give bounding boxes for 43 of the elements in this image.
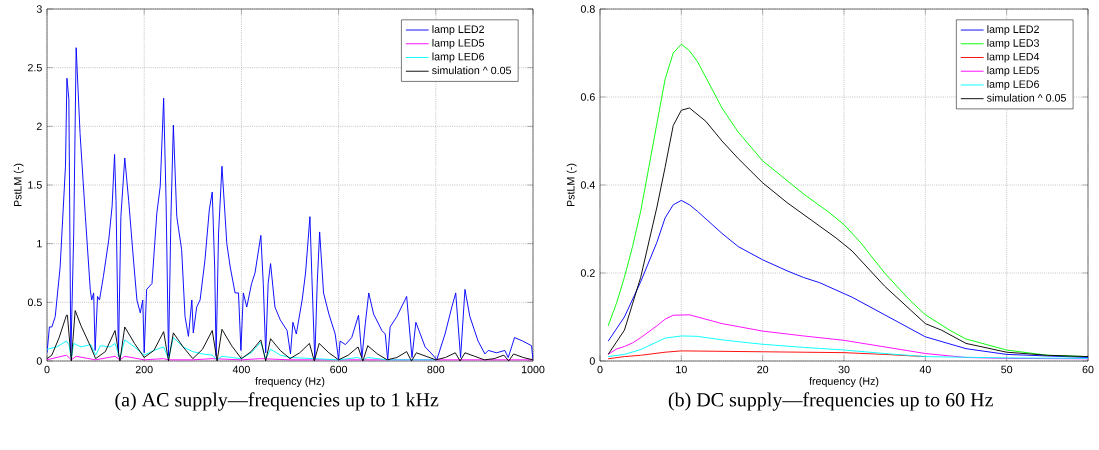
legend-label: lamp LED6 bbox=[432, 52, 485, 63]
legend-label: lamp LED5 bbox=[432, 38, 485, 49]
y-tick-label: 2 bbox=[36, 122, 42, 131]
x-tick-label: 30 bbox=[838, 365, 850, 374]
legend-label: simulation ^ 0.05 bbox=[987, 93, 1066, 102]
x-tick-label: 10 bbox=[676, 365, 687, 374]
line-series bbox=[607, 199, 1088, 358]
legend-label: lamp LED2 bbox=[432, 25, 484, 36]
text: (b) DC supply—frequencies up to 60 Hz bbox=[668, 392, 993, 411]
text: (a) AC supply—frequencies up to 1 kHz bbox=[115, 392, 439, 411]
y-tick-label: 1 bbox=[37, 240, 42, 248]
line-series bbox=[607, 335, 1088, 359]
y-tick-label: 0.2 bbox=[580, 269, 595, 277]
x-tick-label: 600 bbox=[330, 365, 348, 374]
x-tick-label: 60 bbox=[1082, 365, 1094, 374]
x-tick-label: 0 bbox=[44, 365, 50, 374]
y-tick-label: 0.5 bbox=[27, 298, 42, 307]
legend-label: lamp LED6 bbox=[987, 80, 1039, 91]
x-axis-title: frequency (Hz) bbox=[809, 377, 879, 388]
x-tick-label: 20 bbox=[757, 365, 769, 374]
legend-label: simulation ^ 0.05 bbox=[432, 66, 512, 75]
legend-label: lamp LED3 bbox=[987, 38, 1039, 49]
legend-label: lamp LED5 bbox=[987, 66, 1040, 77]
legend-label: lamp LED2 bbox=[987, 25, 1039, 36]
x-tick-label: 50 bbox=[1001, 365, 1013, 374]
x-axis-title: frequency (Hz) bbox=[255, 377, 325, 388]
y-tick-label: 0.6 bbox=[580, 93, 595, 101]
y-tick-label: 0 bbox=[589, 357, 595, 365]
x-tick-label: 200 bbox=[135, 365, 153, 374]
y-axis-title: PstLM (-) bbox=[566, 163, 577, 207]
legend-label: lamp LED4 bbox=[987, 52, 1040, 63]
y-tick-label: 1.5 bbox=[28, 181, 42, 189]
y-tick-label: 3 bbox=[36, 5, 42, 13]
x-tick-label: 40 bbox=[919, 365, 931, 374]
x-tick-label: 0 bbox=[597, 365, 603, 374]
x-tick-label: 400 bbox=[232, 365, 250, 374]
x-tick-label: 800 bbox=[427, 365, 445, 374]
y-tick-label: 0.8 bbox=[580, 5, 595, 13]
y-tick-label: 0.4 bbox=[580, 181, 595, 189]
x-tick-label: 1000 bbox=[521, 365, 545, 374]
y-axis-title: PstLM (-) bbox=[13, 163, 24, 207]
y-tick-label: 2.5 bbox=[28, 63, 42, 72]
y-tick-label: 0 bbox=[36, 357, 42, 365]
